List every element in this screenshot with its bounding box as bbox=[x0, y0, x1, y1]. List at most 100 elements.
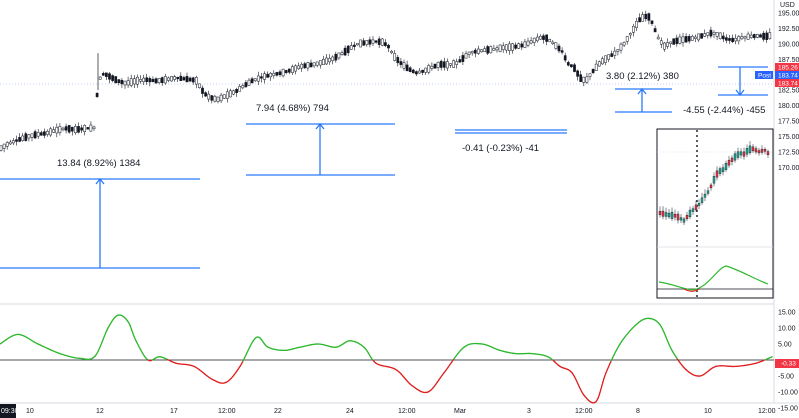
candle-body bbox=[576, 70, 579, 77]
candle-body bbox=[151, 79, 155, 82]
candle-body bbox=[64, 126, 68, 131]
candle-body bbox=[511, 43, 514, 51]
candle-body bbox=[470, 51, 474, 54]
candle-body bbox=[706, 32, 710, 36]
candle-body bbox=[39, 132, 43, 136]
candle-body bbox=[377, 38, 381, 45]
oscillator-value-box bbox=[775, 359, 799, 368]
candle-body bbox=[83, 125, 87, 133]
candle-body bbox=[765, 32, 769, 40]
candle-body bbox=[762, 32, 765, 40]
candle-body bbox=[604, 55, 607, 63]
candle-body bbox=[681, 36, 685, 43]
time-tick-label: 10 bbox=[704, 408, 712, 415]
time-tick-label: 10 bbox=[26, 408, 34, 415]
inset-candle-body bbox=[685, 215, 689, 220]
candle-body bbox=[67, 125, 71, 133]
candle-body bbox=[610, 53, 614, 57]
candle-body bbox=[560, 50, 564, 53]
candle-body bbox=[15, 139, 18, 142]
candle-body bbox=[123, 80, 127, 86]
candle-body bbox=[669, 41, 672, 44]
candle-body bbox=[728, 38, 731, 41]
price-tick-label: 175.00 bbox=[778, 134, 799, 141]
candle-body bbox=[675, 37, 679, 45]
candle-body bbox=[551, 41, 555, 45]
candle-body bbox=[368, 39, 372, 45]
inset-candle-body bbox=[718, 168, 722, 174]
currency-label: USD bbox=[780, 2, 795, 9]
price-tick-label: 190.00 bbox=[778, 41, 799, 48]
candle-body bbox=[545, 34, 548, 42]
time-start-label: 09:30 bbox=[1, 408, 19, 415]
candle-body bbox=[635, 21, 638, 29]
candle-body bbox=[260, 76, 263, 79]
inset-candle-body bbox=[733, 153, 737, 161]
inset-candle-body bbox=[745, 148, 749, 155]
candle-body bbox=[343, 47, 347, 56]
time-start-box bbox=[0, 404, 16, 418]
candle-body bbox=[613, 50, 617, 56]
inset-candle-body bbox=[682, 218, 686, 223]
candle-body bbox=[325, 57, 328, 65]
inset-candle-body bbox=[676, 213, 680, 221]
candle-body bbox=[179, 75, 183, 81]
candle-body bbox=[145, 77, 149, 82]
candle-body bbox=[154, 78, 158, 84]
oscillator-segment bbox=[245, 349, 249, 355]
candle-body bbox=[247, 79, 251, 86]
candle-body bbox=[315, 61, 319, 66]
candle-body bbox=[687, 36, 691, 42]
candle-body bbox=[18, 137, 21, 142]
candle-body bbox=[229, 90, 232, 98]
candle-body bbox=[672, 38, 676, 45]
inset-frame bbox=[656, 128, 774, 299]
candle-body bbox=[715, 32, 719, 37]
measure-annotation-3: -0.41 (-0.23%) -41 bbox=[462, 143, 539, 154]
candle-body bbox=[132, 78, 136, 85]
candle-body bbox=[80, 127, 83, 131]
candle-body bbox=[663, 42, 666, 50]
candle-body bbox=[111, 75, 114, 81]
candle-body bbox=[563, 55, 567, 61]
candle-body bbox=[163, 76, 167, 84]
inset-candle-body bbox=[697, 203, 701, 206]
inset-candle-body bbox=[667, 212, 671, 218]
candle-body bbox=[638, 17, 641, 23]
candle-body bbox=[641, 14, 645, 22]
candle-body bbox=[483, 48, 486, 53]
candle-body bbox=[198, 83, 201, 88]
candle-body bbox=[461, 55, 465, 62]
inset-candle-body bbox=[757, 150, 761, 154]
candle-body bbox=[108, 73, 111, 80]
price-tag-3-box bbox=[775, 79, 799, 87]
candle-body bbox=[74, 126, 77, 134]
price-tick-label: 180.00 bbox=[778, 103, 799, 110]
candle-body bbox=[721, 35, 725, 40]
candle-body bbox=[650, 20, 654, 24]
candle-body bbox=[300, 63, 304, 69]
candle-body bbox=[458, 59, 462, 63]
measure-annotation-4: 3.80 (2.12%) 380 bbox=[606, 71, 679, 82]
candle-body bbox=[148, 78, 152, 83]
candle-body bbox=[405, 64, 409, 72]
candle-body bbox=[278, 71, 282, 75]
candle-body bbox=[173, 76, 176, 80]
candle-body bbox=[225, 91, 229, 99]
candle-body bbox=[439, 60, 443, 68]
candle-body bbox=[269, 72, 273, 78]
candle-body bbox=[182, 77, 186, 81]
measure-annotation-2: 7.94 (4.68%) 794 bbox=[256, 103, 329, 114]
candle-body bbox=[0, 145, 3, 151]
candle-body bbox=[201, 87, 204, 94]
candle-body bbox=[402, 62, 406, 69]
oscillator-segment bbox=[244, 353, 248, 359]
candle-body bbox=[411, 69, 415, 74]
candle-body bbox=[656, 36, 660, 40]
candle-body bbox=[176, 76, 180, 80]
candle-body bbox=[222, 94, 226, 99]
candle-body bbox=[281, 68, 285, 77]
candle-body bbox=[737, 36, 741, 42]
price-tick-label: 182.50 bbox=[778, 88, 799, 95]
candle-body bbox=[49, 128, 52, 136]
